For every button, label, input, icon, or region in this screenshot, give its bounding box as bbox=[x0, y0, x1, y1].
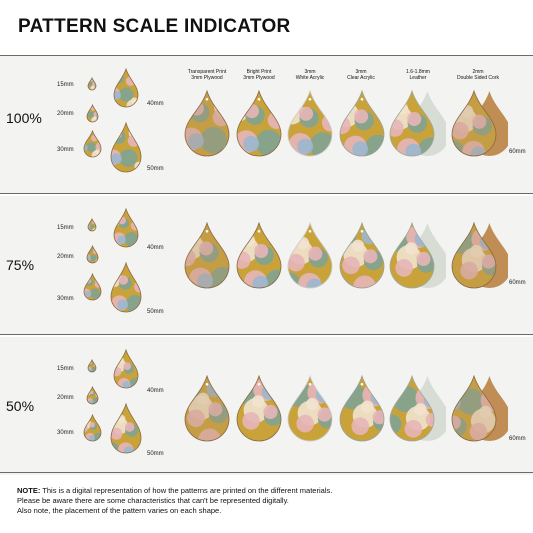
size-label-60mm: 60mm bbox=[509, 149, 526, 155]
swatch-transparent-plywood bbox=[184, 222, 230, 289]
size-20mm-swatch bbox=[86, 104, 98, 123]
swatch-white-acrylic bbox=[287, 222, 333, 289]
note-line1: This is a digital representation of how … bbox=[40, 486, 333, 495]
size-20mm-swatch bbox=[86, 386, 98, 405]
swatch-clear-acrylic bbox=[339, 90, 385, 157]
size-label-20mm: 20mm bbox=[57, 395, 74, 401]
swatch-leather bbox=[389, 90, 446, 157]
size-15mm-swatch bbox=[87, 218, 97, 232]
material-line1: 2mm bbox=[472, 69, 484, 75]
size-30mm-swatch bbox=[83, 273, 101, 301]
swatch-bright-plywood bbox=[236, 90, 282, 157]
swatch-clear-acrylic bbox=[339, 375, 385, 442]
size-15mm-swatch bbox=[87, 359, 97, 373]
size-label-50mm: 50mm bbox=[147, 309, 164, 315]
material-line2: 3mm Plywood bbox=[243, 75, 275, 81]
size-label-20mm: 20mm bbox=[57, 254, 74, 260]
size-30mm-swatch bbox=[83, 130, 101, 158]
swatch-transparent-plywood bbox=[184, 375, 230, 442]
material-line2: Leather bbox=[409, 75, 427, 81]
size-label-30mm: 30mm bbox=[57, 430, 74, 436]
note-label: NOTE: bbox=[17, 486, 41, 495]
swatch-bright-plywood bbox=[236, 375, 282, 442]
material-line2: White Acrylic bbox=[295, 75, 325, 81]
material-line1: 1.6-1.8mm bbox=[406, 69, 430, 75]
note-line2: Please be aware there are some character… bbox=[17, 496, 289, 505]
material-header-clear-acrylic: 3mm Clear Acrylic bbox=[333, 69, 389, 81]
swatch-double-sided-cork bbox=[451, 375, 508, 442]
swatch-leather bbox=[389, 375, 446, 442]
note-line3: Also note, the placement of the pattern … bbox=[17, 506, 222, 515]
size-label-50mm: 50mm bbox=[147, 451, 164, 457]
material-line2: Double Sided Cork bbox=[457, 75, 499, 81]
size-15mm-swatch bbox=[87, 77, 97, 91]
size-50mm-swatch bbox=[110, 122, 142, 173]
material-header-cork: 2mm Double Sided Cork bbox=[450, 69, 506, 81]
material-header-bright-ply: Bright Print 3mm Plywood bbox=[231, 69, 287, 81]
material-header-white-acrylic: 3mm White Acrylic bbox=[282, 69, 338, 81]
scale-label-100: 100% bbox=[6, 110, 42, 126]
material-line1: Transparent Print bbox=[187, 69, 227, 75]
size-label-60mm: 60mm bbox=[509, 436, 526, 442]
size-label-20mm: 20mm bbox=[57, 111, 74, 117]
material-line1: 3mm bbox=[304, 69, 316, 75]
material-header-transparent-ply: Transparent Print 3mm Plywood bbox=[179, 69, 235, 81]
swatch-double-sided-cork bbox=[451, 222, 508, 289]
divider-1 bbox=[0, 193, 533, 194]
swatch-white-acrylic bbox=[287, 90, 333, 157]
swatch-white-acrylic bbox=[287, 375, 333, 442]
size-50mm-swatch bbox=[110, 262, 142, 313]
size-label-30mm: 30mm bbox=[57, 147, 74, 153]
size-label-15mm: 15mm bbox=[57, 225, 74, 231]
scale-label-75: 75% bbox=[6, 257, 35, 273]
size-40mm-swatch bbox=[113, 68, 139, 108]
size-30mm-swatch bbox=[83, 414, 101, 442]
swatch-leather bbox=[389, 222, 446, 289]
material-line2: 3mm Plywood bbox=[191, 75, 223, 81]
material-header-leather: 1.6-1.8mm Leather bbox=[390, 69, 446, 81]
size-label-40mm: 40mm bbox=[147, 388, 164, 394]
swatch-bright-plywood bbox=[236, 222, 282, 289]
swatch-clear-acrylic bbox=[339, 222, 385, 289]
material-line2: Clear Acrylic bbox=[347, 75, 375, 81]
divider-2 bbox=[0, 334, 533, 335]
divider-bottom bbox=[0, 472, 533, 473]
size-20mm-swatch bbox=[86, 245, 98, 264]
material-line1: Bright Print bbox=[246, 69, 272, 75]
size-label-50mm: 50mm bbox=[147, 166, 164, 172]
size-40mm-swatch bbox=[113, 208, 139, 248]
divider-top bbox=[0, 55, 533, 56]
swatch-double-sided-cork bbox=[451, 90, 508, 157]
material-line1: 3mm bbox=[355, 69, 367, 75]
page-title: PATTERN SCALE INDICATOR bbox=[18, 16, 291, 37]
note-text: NOTE: This is a digital representation o… bbox=[17, 486, 332, 516]
size-label-40mm: 40mm bbox=[147, 245, 164, 251]
swatch-transparent-plywood bbox=[184, 90, 230, 157]
scale-label-50: 50% bbox=[6, 398, 35, 414]
size-40mm-swatch bbox=[113, 349, 139, 389]
size-50mm-swatch bbox=[110, 403, 142, 454]
size-label-15mm: 15mm bbox=[57, 366, 74, 372]
size-label-40mm: 40mm bbox=[147, 101, 164, 107]
size-label-30mm: 30mm bbox=[57, 296, 74, 302]
size-label-15mm: 15mm bbox=[57, 82, 74, 88]
size-label-60mm: 60mm bbox=[509, 280, 526, 286]
